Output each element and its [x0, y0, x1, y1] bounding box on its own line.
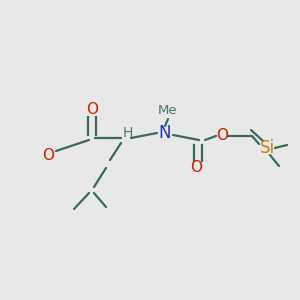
Text: Me: Me	[158, 103, 178, 116]
Text: H: H	[123, 126, 133, 140]
Text: O: O	[190, 160, 202, 175]
Text: Si: Si	[260, 139, 274, 157]
Text: O: O	[216, 128, 228, 143]
Text: O: O	[86, 103, 98, 118]
Text: O: O	[42, 148, 54, 163]
Text: N: N	[159, 124, 171, 142]
